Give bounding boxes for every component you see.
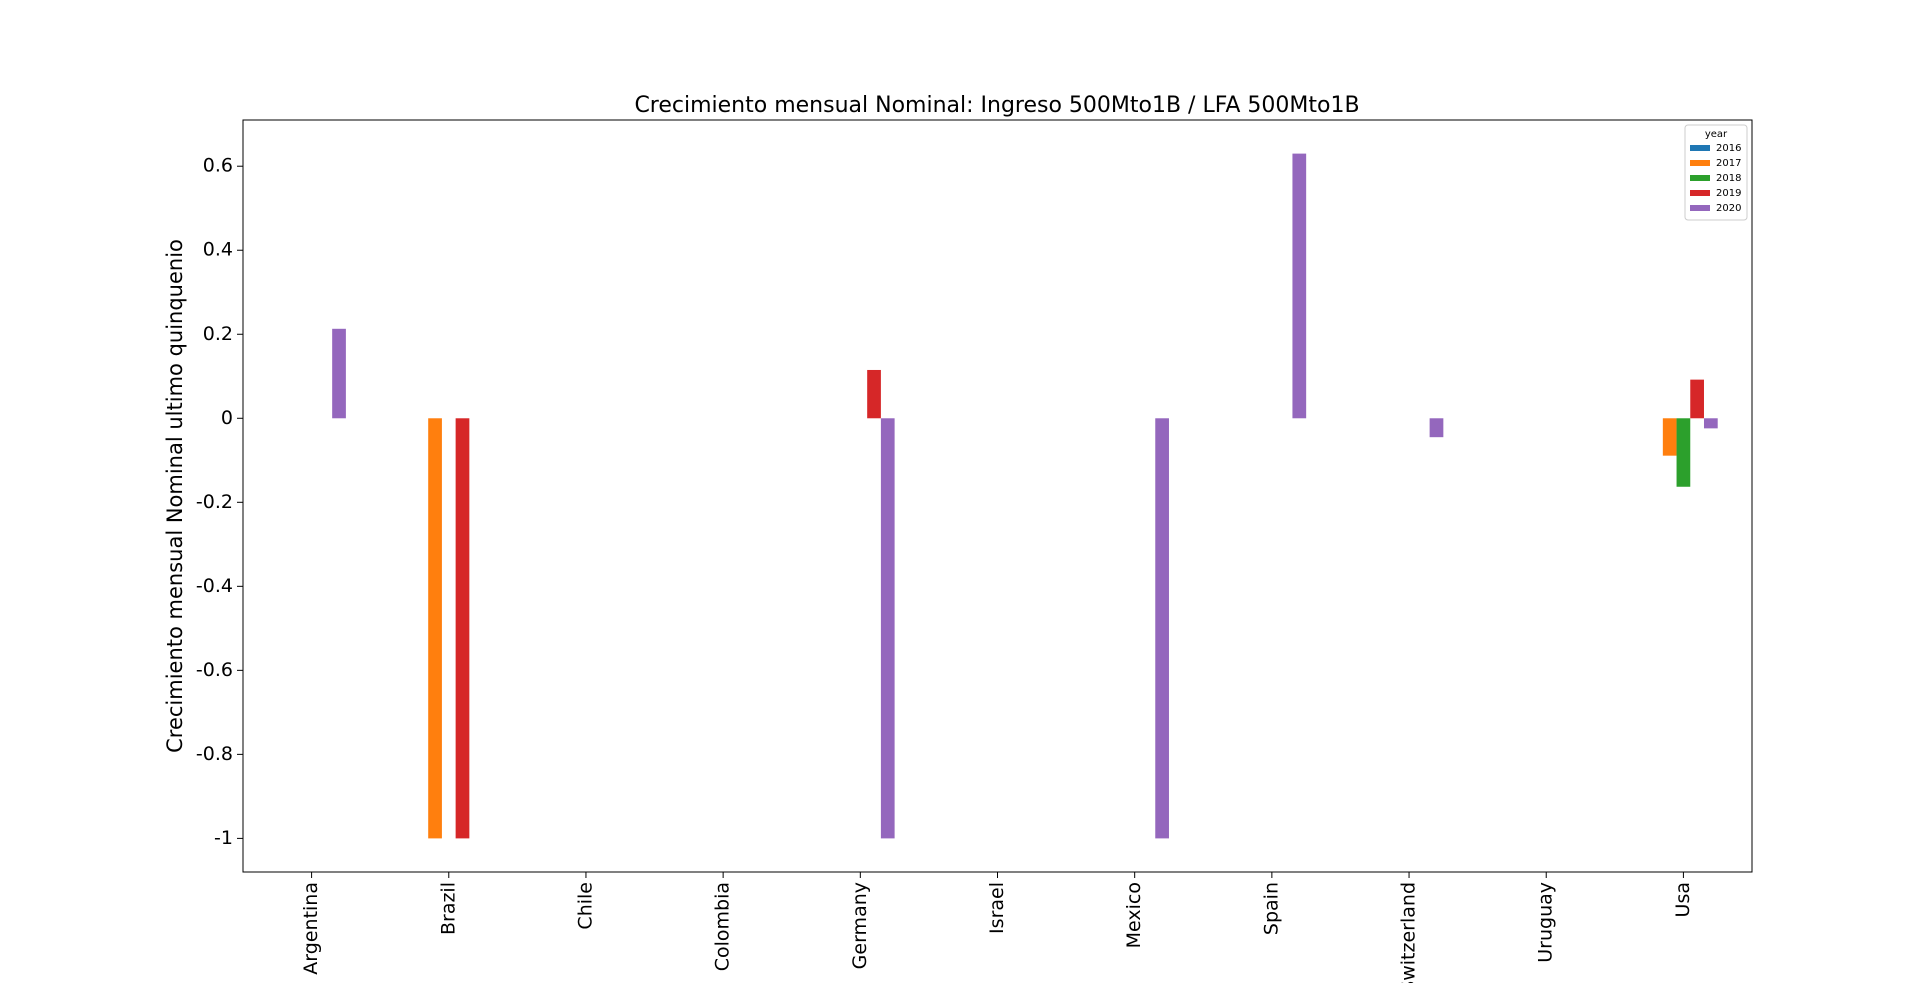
x-tick-label: Germany — [849, 882, 871, 969]
x-tick-label: Mexico — [1123, 882, 1145, 948]
bar — [1690, 379, 1704, 419]
x-tick-label: Switzerland — [1398, 882, 1420, 983]
y-tick-label: -0.4 — [196, 575, 233, 597]
bar — [1662, 418, 1677, 456]
legend-title: year — [1705, 129, 1728, 140]
bar — [1292, 153, 1307, 419]
chart-title: Crecimiento mensual Nominal: Ingreso 500… — [634, 93, 1359, 118]
legend-label: 2020 — [1716, 203, 1741, 214]
x-tick-label: Usa — [1672, 882, 1694, 917]
bar — [867, 369, 881, 419]
y-tick-label: -0.6 — [196, 659, 233, 681]
y-tick-label: -0.8 — [196, 743, 233, 765]
y-tick-label: 0 — [221, 407, 233, 429]
x-tick-label: Israel — [986, 882, 1008, 934]
y-tick-label: 0.2 — [203, 323, 233, 345]
bar — [1429, 418, 1444, 438]
y-tick-label: -1 — [214, 827, 233, 849]
x-tick-label: Chile — [574, 882, 596, 930]
legend-swatch — [1690, 190, 1710, 196]
bar — [880, 418, 895, 839]
y-axis-label: Crecimiento mensual Nominal ultimo quinq… — [163, 239, 187, 753]
legend-label: 2018 — [1716, 173, 1741, 184]
legend-label: 2017 — [1716, 158, 1741, 169]
bar — [1155, 418, 1169, 839]
legend-label: 2019 — [1716, 188, 1741, 199]
y-tick-label: -0.2 — [196, 491, 233, 513]
bar — [332, 328, 346, 419]
x-tick-label: Brazil — [437, 882, 459, 935]
plot-frame — [242, 119, 1753, 873]
y-tick-label: 0.6 — [203, 155, 233, 177]
x-tick-label: Uruguay — [1535, 882, 1557, 963]
y-tick-label: 0.4 — [203, 239, 233, 261]
legend-swatch — [1690, 145, 1710, 151]
x-tick-label: Argentina — [300, 882, 322, 975]
legend-swatch — [1690, 175, 1710, 181]
bar — [455, 418, 470, 839]
bar — [1703, 418, 1718, 429]
bar — [1676, 418, 1691, 487]
legend-swatch — [1690, 205, 1710, 211]
legend-label: 2016 — [1716, 143, 1741, 154]
legend-swatch — [1690, 160, 1710, 166]
x-tick-label: Colombia — [712, 882, 734, 971]
x-tick-label: Spain — [1260, 882, 1282, 935]
bar — [428, 418, 442, 839]
